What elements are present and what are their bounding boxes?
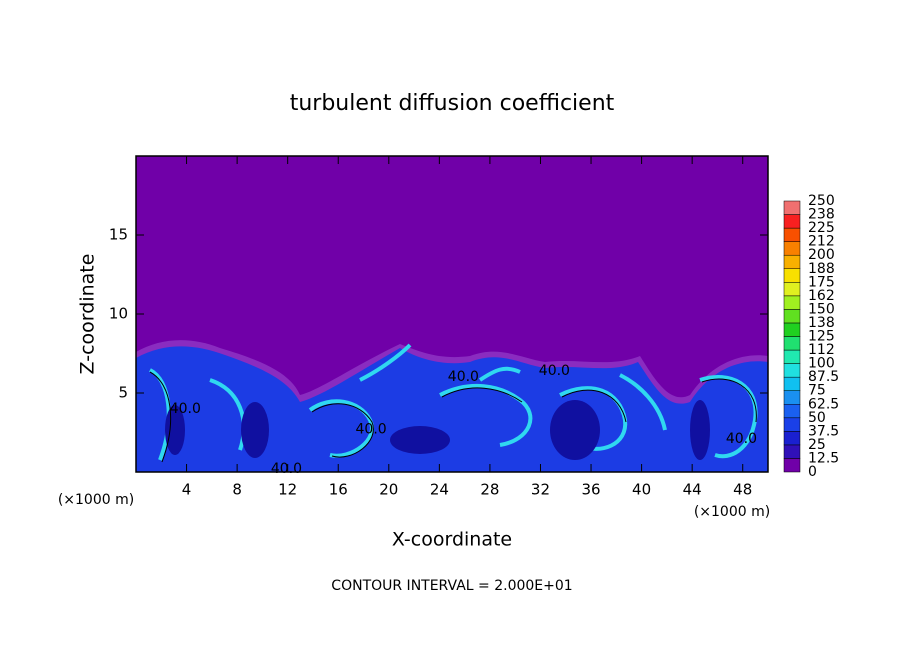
colorbar-label: 125 [808,329,835,345]
x-tick-label: 16 [329,481,348,499]
colorbar-label: 100 [808,356,835,372]
x-tick-label: 4 [182,481,192,499]
colorbar-label: 87.5 [808,369,839,385]
colorbar-swatch [783,241,801,256]
y-axis-label: Z-coordinate [77,254,99,375]
colorbar-label: 150 [808,301,835,317]
x-tick-label: 36 [581,481,600,499]
colorbar-label: 200 [808,247,835,263]
contour-label: 40.0 [726,431,757,447]
colorbar-swatch [783,200,801,215]
colorbar-swatch [783,227,801,242]
x-tick-label: 24 [430,481,449,499]
colorbar-label: 75 [808,383,826,399]
contour-label: 40.0 [539,363,570,379]
colorbar-label: 50 [808,410,826,426]
chart-title: turbulent diffusion coefficient [290,91,615,116]
colorbar-label: 0 [808,464,817,480]
x-unit-left: (×1000 m) [58,492,134,508]
colorbar-swatch [783,431,801,446]
colorbar-swatch [783,295,801,310]
colorbar-swatch [783,376,801,391]
contour-label: 40.0 [356,421,387,437]
contour-label: 40.0 [271,461,302,477]
colorbar-label: 62.5 [808,396,839,412]
turbulent-region [136,346,768,472]
contour-label: 40.0 [170,401,201,417]
colorbar-label: 212 [808,234,835,250]
field-swirls [148,343,758,461]
colorbar-label: 138 [808,315,835,331]
colorbar-label: 188 [808,261,835,277]
colorbar-swatch [783,349,801,364]
colorbar-swatch [783,268,801,283]
x-tick-label: 32 [531,481,550,499]
colorbar-swatch [783,282,801,297]
field [136,156,768,472]
colorbar-swatch [783,404,801,419]
colorbar-label: 175 [808,274,835,290]
colorbar-swatch [783,417,801,432]
colorbar-label: 238 [808,207,835,223]
footer-note: CONTOUR INTERVAL = 2.000E+01 [331,578,572,594]
colorbar-swatch [783,444,801,459]
colorbar-label: 12.5 [808,450,839,466]
colorbar-label: 162 [808,288,835,304]
x-tick-label: 12 [278,481,297,499]
colorbar-swatch [783,322,801,337]
colorbar-swatch [783,336,801,351]
x-axis-label: X-coordinate [392,529,512,551]
field-cores [165,400,710,460]
colorbar-swatch [783,390,801,405]
colorbar-label: 250 [808,193,835,209]
colorbar-swatch [783,254,801,269]
contour-lines [149,371,757,463]
y-tick-label: 5 [118,384,128,402]
x-tick-label: 40 [632,481,651,499]
x-tick-label: 8 [232,481,242,499]
x-tick-label: 48 [733,481,752,499]
colorbar-swatch [783,363,801,378]
x-unit-right: (×1000 m) [694,504,770,520]
colorbar-label: 25 [808,437,826,453]
x-tick-label: 28 [480,481,499,499]
colorbar-swatch [783,214,801,229]
colorbar-label: 112 [808,342,835,358]
colorbar-label: 37.5 [808,423,839,439]
colorbar-swatch [783,458,801,473]
contour-label: 40.0 [448,369,479,385]
y-tick-label: 10 [109,305,128,323]
x-tick-label: 20 [379,481,398,499]
y-tick-label: 15 [109,226,128,244]
colorbar-swatch [783,309,801,324]
x-tick-label: 44 [683,481,702,499]
colorbar-label: 225 [808,220,835,236]
